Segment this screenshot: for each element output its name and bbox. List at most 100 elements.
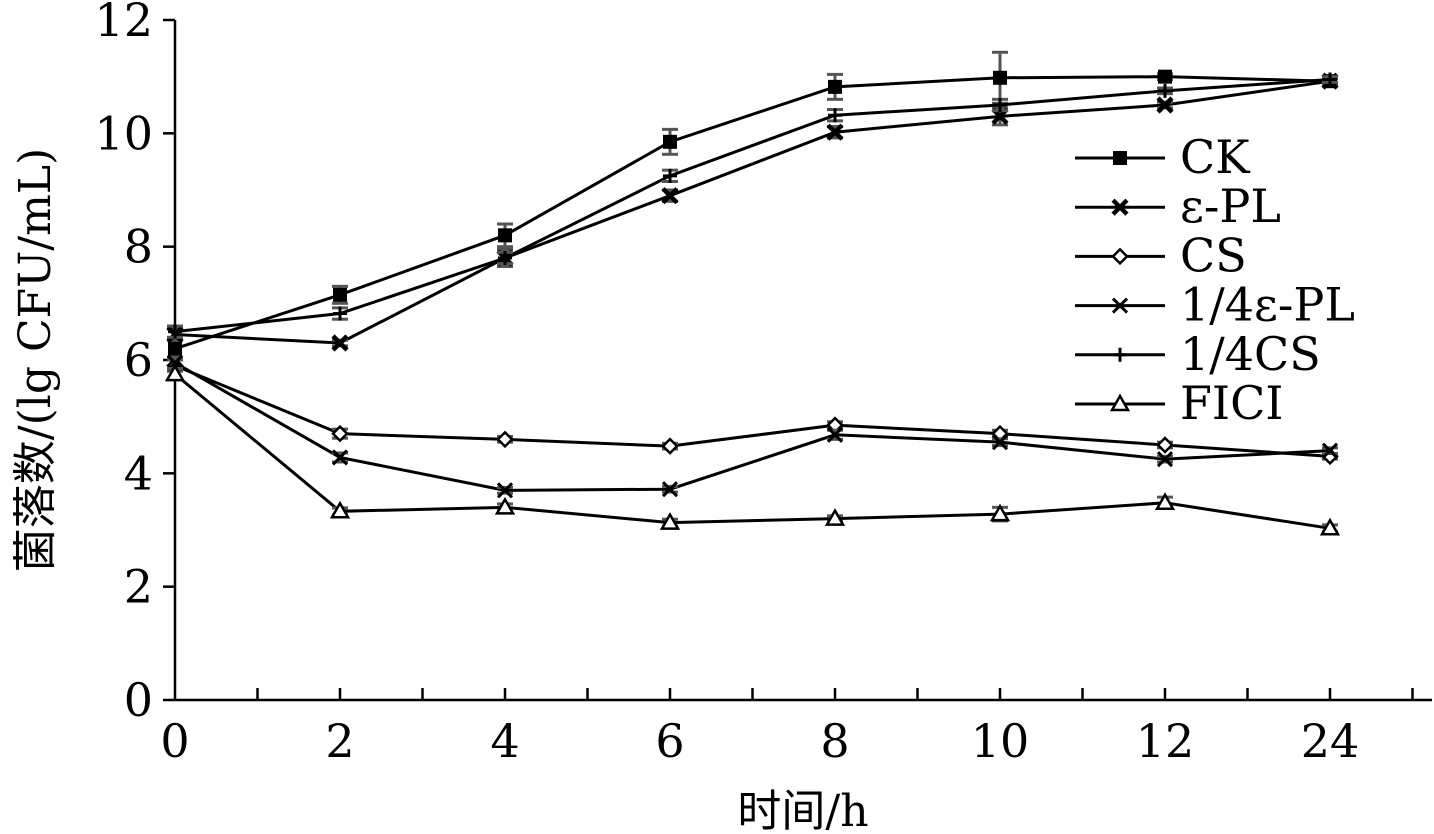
marker-shape	[1321, 442, 1339, 459]
series-0	[167, 50, 1338, 359]
y-tick-label: 2	[124, 560, 153, 614]
data-point	[828, 79, 842, 94]
data-point	[661, 481, 679, 498]
x-tick-label: 4	[490, 714, 519, 768]
series-line	[174, 78, 1331, 334]
data-point	[1158, 69, 1172, 84]
data-point	[1319, 517, 1341, 536]
marker-shape	[663, 134, 677, 149]
legend-item: 1/4CS	[1075, 327, 1321, 381]
data-point	[498, 251, 512, 265]
data-point	[826, 123, 844, 141]
x-tick-label: 24	[1301, 714, 1360, 768]
series-3	[166, 354, 1339, 499]
data-point	[1156, 96, 1174, 114]
data-point	[498, 228, 512, 243]
marker-shape	[496, 482, 514, 499]
legend-item: 1/4ε-PL	[1075, 278, 1355, 332]
series-5	[164, 363, 1341, 536]
data-point	[168, 341, 182, 356]
legend-label: FICI	[1180, 376, 1283, 430]
legend-marker	[1109, 393, 1131, 412]
x-axis-title: 时间/h	[737, 786, 868, 834]
data-point	[333, 287, 347, 302]
marker-shape	[828, 108, 842, 123]
marker-shape	[1156, 436, 1174, 454]
marker-shape	[168, 341, 182, 356]
marker-shape	[1154, 492, 1176, 511]
marker-shape	[498, 228, 512, 243]
marker-shape	[1111, 297, 1129, 314]
legend-marker	[1113, 347, 1127, 362]
y-tick-label: 6	[124, 333, 153, 387]
series-line	[174, 361, 1331, 492]
data-point	[331, 449, 349, 466]
series-2	[166, 356, 1339, 466]
marker-shape	[989, 503, 1011, 522]
marker-shape	[1113, 347, 1127, 362]
legend-marker	[1111, 297, 1129, 314]
y-tick-label: 10	[94, 106, 153, 160]
marker-shape	[828, 79, 842, 94]
data-point	[329, 500, 351, 519]
data-point	[1321, 442, 1339, 459]
marker-shape	[494, 496, 516, 515]
legend-label: 1/4CS	[1180, 327, 1321, 381]
data-point	[828, 108, 842, 123]
marker-shape	[333, 287, 347, 302]
marker-shape	[1158, 69, 1172, 84]
marker-shape	[826, 426, 844, 443]
marker-shape	[331, 424, 349, 443]
data-point	[661, 437, 679, 455]
marker-shape	[331, 449, 349, 466]
marker-shape	[661, 437, 679, 455]
data-point	[1158, 83, 1172, 98]
data-point	[331, 334, 349, 352]
data-point	[824, 508, 846, 526]
data-point	[1154, 492, 1176, 511]
data-point	[993, 70, 1007, 85]
marker-shape	[661, 481, 679, 498]
marker-shape	[663, 168, 677, 183]
legend-marker	[1111, 247, 1129, 266]
marker-shape	[1111, 247, 1129, 266]
data-point	[663, 168, 677, 183]
y-tick-label: 0	[124, 673, 153, 727]
marker-shape	[168, 324, 182, 339]
legend-label: 1/4ε-PL	[1180, 278, 1355, 332]
x-tick-label: 8	[820, 714, 849, 768]
marker-shape	[1113, 151, 1127, 165]
legend-item: CS	[1075, 228, 1247, 282]
marker-shape	[331, 334, 349, 352]
legend-label: CS	[1180, 228, 1247, 282]
marker-shape	[993, 98, 1007, 112]
y-tick-label: 4	[124, 446, 153, 500]
data-point	[331, 424, 349, 443]
marker-shape	[329, 500, 351, 519]
x-tick-label: 10	[971, 714, 1030, 768]
x-tick-label: 12	[1136, 714, 1195, 768]
legend-item: FICI	[1075, 376, 1283, 430]
data-point	[1156, 451, 1174, 468]
marker-shape	[661, 187, 679, 205]
marker-shape	[333, 306, 347, 321]
data-point	[991, 434, 1009, 451]
data-point	[494, 496, 516, 515]
data-point	[989, 503, 1011, 522]
data-point	[164, 363, 186, 382]
marker-shape	[1156, 96, 1174, 114]
marker-shape	[824, 508, 846, 526]
legend-item: CK	[1075, 130, 1251, 184]
series-line	[174, 79, 1331, 345]
marker-shape	[1109, 393, 1131, 412]
y-tick-label: 8	[124, 220, 153, 274]
data-point	[663, 134, 677, 149]
y-axis-title: 菌落数/(lg CFU/mL)	[10, 148, 61, 572]
marker-shape	[993, 70, 1007, 85]
marker-shape	[1319, 517, 1341, 536]
data-point	[333, 306, 347, 321]
marker-shape	[659, 512, 681, 530]
marker-shape	[496, 430, 514, 449]
